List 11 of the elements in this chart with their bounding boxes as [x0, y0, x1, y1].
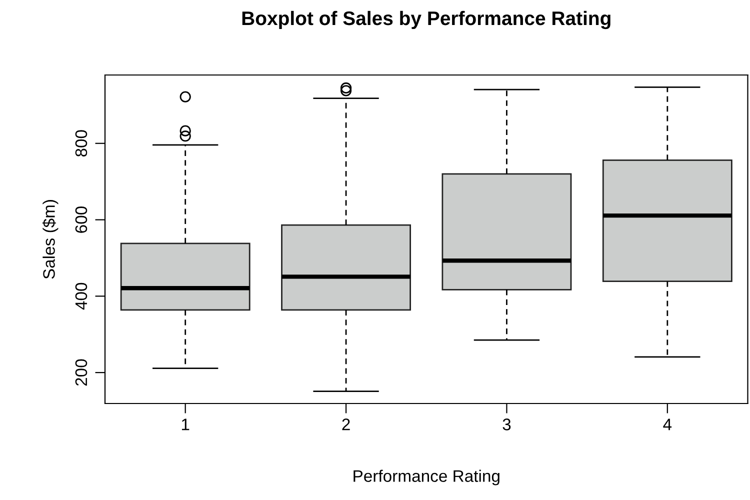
y-tick-label: 600	[75, 206, 88, 233]
x-tick-label: 2	[342, 418, 350, 430]
x-tick-label: 1	[182, 418, 190, 430]
x-axis-title: Performance Rating	[354, 470, 500, 486]
chart-title: Boxplot of Sales by Performance Rating	[242, 10, 610, 30]
x-tick-label: 3	[502, 418, 511, 430]
y-axis-title: Sales ($m)	[42, 200, 58, 279]
x-tick-label: 4	[663, 418, 672, 430]
y-tick-label: 200	[75, 359, 88, 386]
y-tick-label: 800	[75, 130, 88, 157]
y-tick-label: 400	[75, 282, 88, 310]
